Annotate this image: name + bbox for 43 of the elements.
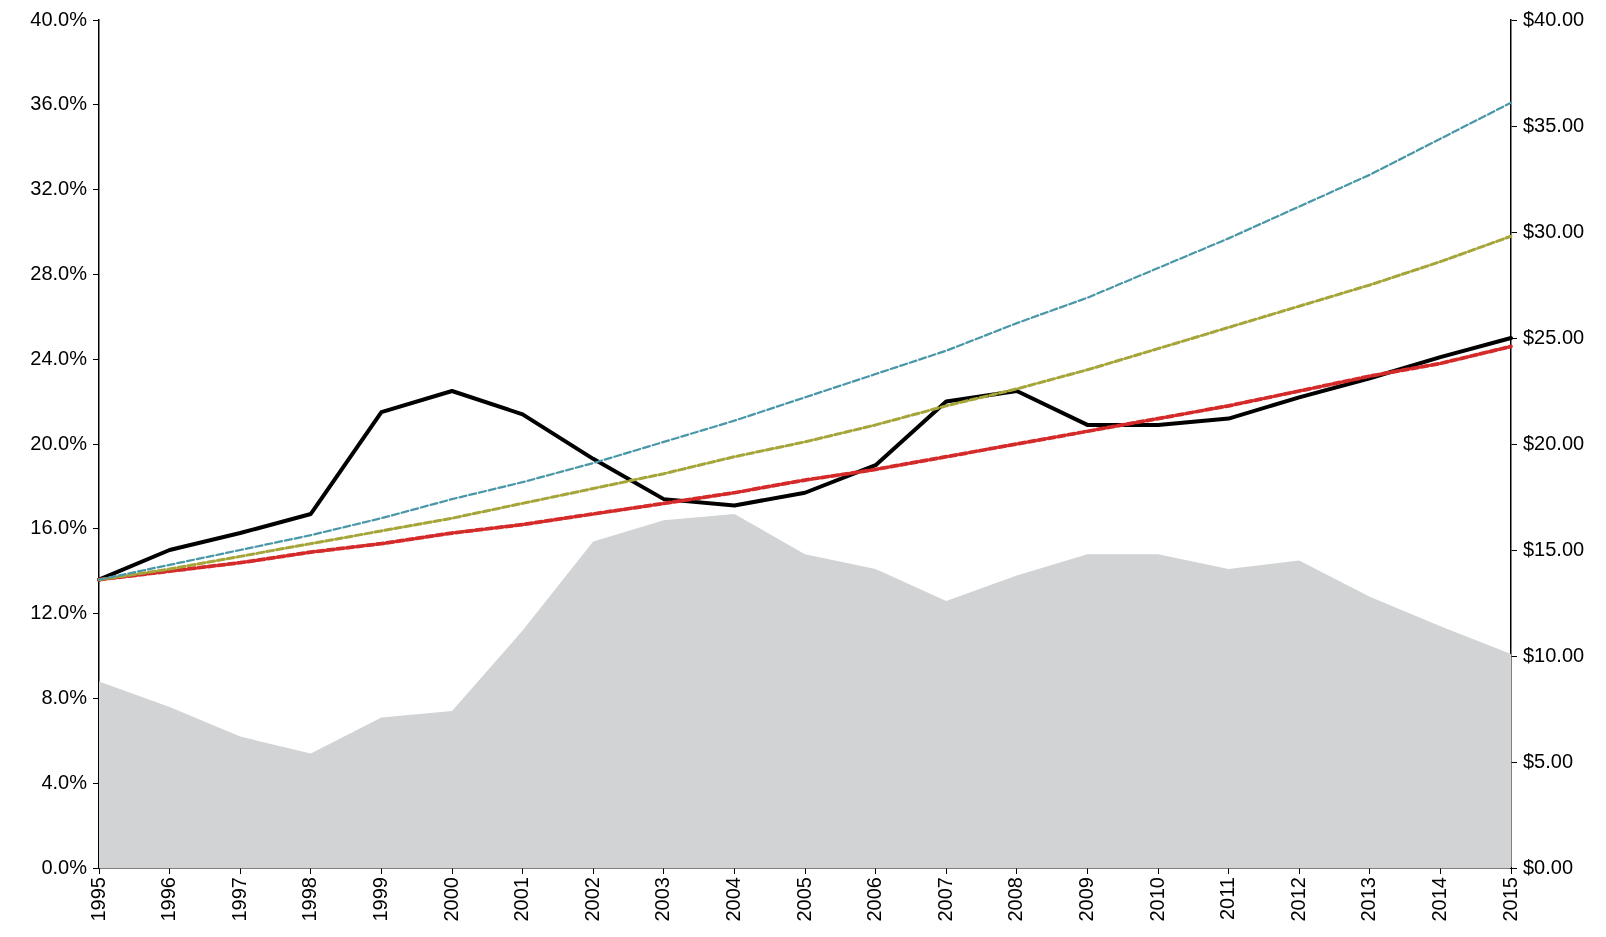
line-series: [97, 234, 1513, 582]
x-tick-label: 1998: [298, 877, 321, 922]
y-tick-label: 16.0%: [30, 516, 88, 539]
x-tick-label: 2010: [1145, 877, 1168, 922]
x-tick-label: 2007: [933, 877, 956, 922]
y-tick-label: 0.0%: [41, 855, 88, 878]
x-tick-label: 2004: [721, 877, 744, 922]
y-tick-label: 24.0%: [30, 346, 88, 369]
y2-tick-label: $5.00: [1523, 749, 1574, 772]
x-tick-label: 2009: [1074, 877, 1097, 922]
y2-tick-label: $35.00: [1523, 113, 1585, 136]
y2-tick-label: $0.00: [1523, 855, 1574, 878]
y-tick-label: 36.0%: [30, 92, 88, 115]
x-tick-label: 1999: [368, 877, 391, 922]
y-tick-label: 32.0%: [30, 177, 88, 200]
y2-tick-label: $15.00: [1523, 537, 1585, 560]
x-tick-label: 1996: [157, 877, 180, 922]
line-series: [97, 101, 1513, 581]
x-tick-label: 2014: [1427, 877, 1450, 922]
y2-tick-label: $40.00: [1523, 7, 1585, 30]
x-tick-label: 2005: [792, 877, 815, 922]
x-tick-label: 2003: [651, 877, 674, 922]
x-tick-label: 2002: [580, 877, 603, 922]
x-tick-label: 2008: [1004, 877, 1027, 922]
x-tick-label: 2006: [863, 877, 886, 922]
x-tick-label: 2013: [1357, 877, 1380, 922]
x-tick-label: 2011: [1216, 877, 1239, 921]
y2-tick-label: $20.00: [1523, 431, 1585, 454]
y-tick-label: 8.0%: [41, 685, 88, 708]
y-tick-label: 12.0%: [30, 601, 88, 624]
x-tick-label: 1995: [86, 877, 109, 922]
y2-tick-label: $10.00: [1523, 643, 1585, 666]
y2-tick-label: $30.00: [1523, 219, 1585, 242]
x-tick-label: 1997: [227, 877, 250, 922]
y-tick-label: 20.0%: [30, 431, 88, 454]
x-tick-label: 2012: [1286, 877, 1309, 922]
y2-tick-label: $25.00: [1523, 325, 1585, 348]
y-tick-label: 4.0%: [41, 770, 88, 793]
x-tick-label: 2015: [1498, 877, 1521, 922]
y-tick-label: 40.0%: [30, 7, 88, 30]
x-tick-label: 2000: [439, 877, 462, 922]
x-tick-label: 2001: [510, 877, 533, 922]
y-tick-label: 28.0%: [30, 261, 88, 284]
